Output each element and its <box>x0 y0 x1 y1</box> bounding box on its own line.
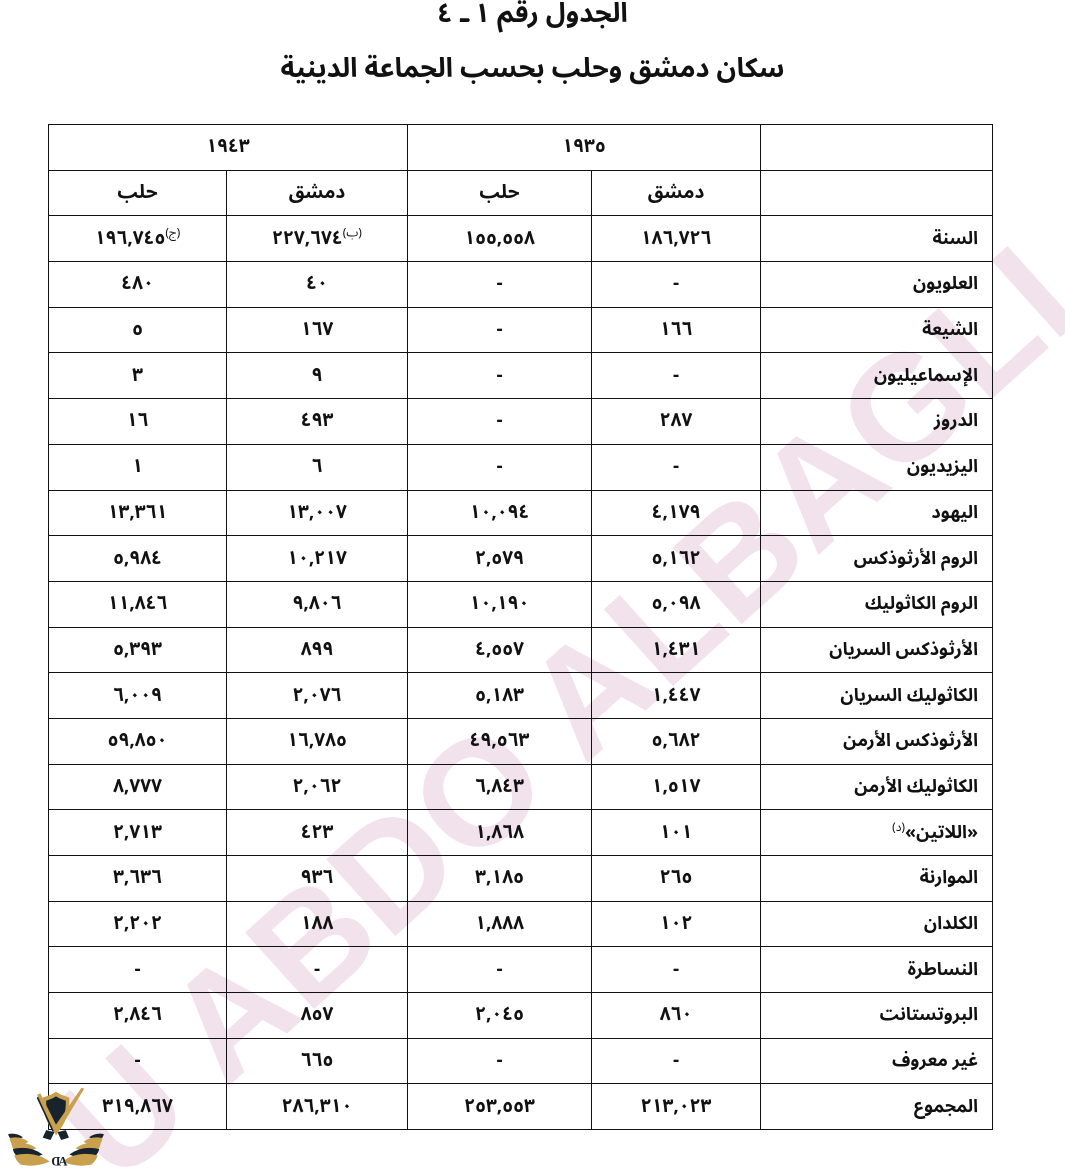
svg-text:A: A <box>58 1154 67 1168</box>
